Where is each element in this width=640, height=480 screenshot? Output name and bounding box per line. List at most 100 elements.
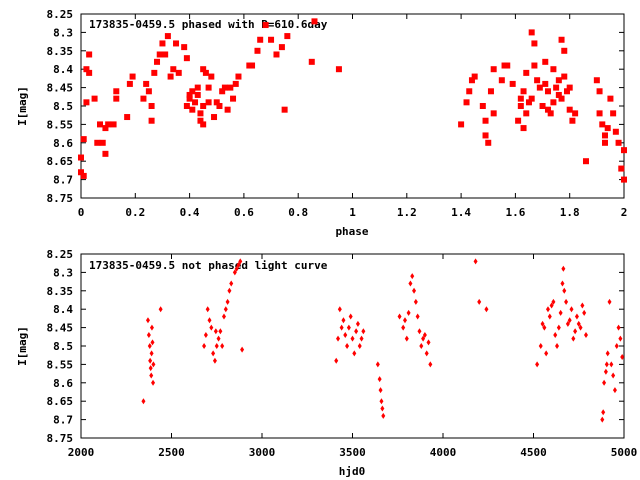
phased-data-point (520, 125, 527, 132)
phased-data-point (487, 88, 494, 95)
phased-data-point (335, 66, 342, 73)
unphased-data-point (229, 280, 234, 287)
phased-data-point (224, 106, 231, 113)
unphased-data-point (238, 258, 243, 265)
phased-x-tick-label: 0.6 (234, 206, 254, 219)
unphased-data-point (600, 416, 605, 423)
unphased-data-point (544, 350, 549, 357)
phased-y-tick-label: 8.45 (47, 82, 74, 95)
unphased-data-point (354, 328, 359, 335)
phased-data-point (268, 36, 275, 43)
unphased-data-point (580, 302, 585, 309)
phased-data-point (173, 40, 180, 47)
unphased-data-point (605, 350, 610, 357)
unphased-data-point (410, 273, 415, 280)
phased-data-point (202, 69, 209, 76)
phased-data-point (596, 110, 603, 117)
unphased-data-point (221, 313, 226, 320)
phased-x-tick-label: 1.8 (560, 206, 580, 219)
phased-data-point (197, 110, 204, 117)
phased-x-axis-label: phase (335, 225, 368, 238)
unphased-y-axis-label: I[mag] (16, 326, 29, 366)
unphased-data-point (141, 398, 146, 405)
unphased-y-tick-label: 8.25 (47, 248, 74, 261)
unphased-data-point (560, 280, 565, 287)
unphased-x-tick-label: 4500 (520, 446, 547, 459)
unphased-x-tick-label: 3500 (339, 446, 366, 459)
unphased-data-point (576, 320, 581, 327)
phased-data-point (607, 95, 614, 102)
unphased-data-point (582, 309, 587, 316)
unphased-data-point (214, 343, 219, 349)
unphased-y-tick-label: 8.65 (47, 395, 74, 408)
unphased-data-point (426, 339, 431, 346)
phased-data-point (129, 73, 136, 80)
unphased-data-point (424, 350, 429, 357)
unphased-data-point (603, 368, 608, 375)
phased-data-point (515, 117, 522, 124)
phased-data-point (230, 95, 237, 102)
phased-data-point (197, 117, 204, 124)
unphased-data-point (564, 298, 569, 305)
phased-data-point (143, 80, 150, 87)
phased-data-point (509, 80, 516, 87)
phased-light-curve-panel: 173835-0459.5 phased with P=610.6day pha… (16, 8, 627, 238)
unphased-data-point (236, 262, 241, 269)
unphased-data-point (355, 320, 360, 327)
phased-x-tick-label: 0 (78, 206, 85, 219)
unphased-data-point (379, 398, 384, 405)
unphased-data-point (350, 335, 355, 342)
phased-data-point (482, 117, 489, 124)
unphased-data-point (612, 387, 617, 394)
phased-data-point (113, 95, 120, 102)
phased-y-tick-label: 8.55 (47, 118, 74, 131)
unphased-data-point (352, 350, 357, 357)
unphased-data-point (339, 324, 344, 331)
phased-data-point (154, 58, 161, 65)
unphased-y-tick-label: 8.35 (47, 285, 74, 298)
unphased-data-point (225, 298, 230, 305)
phased-data-point (219, 88, 226, 95)
unphased-data-point (209, 324, 214, 331)
phased-data-point (83, 66, 90, 73)
phased-data-point (227, 84, 234, 91)
phased-data-point (189, 106, 196, 113)
unphased-data-point (538, 343, 543, 349)
phased-data-point (254, 47, 261, 54)
unphased-data-point (473, 258, 478, 265)
unphased-data-point (202, 343, 207, 349)
phased-data-point (547, 110, 554, 117)
unphased-data-point (149, 372, 154, 379)
unphased-y-tick-label: 8.3 (53, 266, 73, 279)
phased-data-point (542, 58, 549, 65)
phased-x-tick-label: 1 (349, 206, 356, 219)
phased-data-point (528, 29, 535, 36)
phased-data-point (555, 91, 562, 98)
phased-data-point (162, 51, 169, 58)
phased-data-point (621, 176, 627, 183)
unphased-y-tick-label: 8.75 (47, 432, 74, 445)
phased-data-point (534, 77, 541, 84)
phased-x-tick-label: 0.8 (288, 206, 308, 219)
phased-data-point (572, 110, 579, 117)
unphased-data-point (402, 317, 407, 324)
unphased-data-point (404, 335, 409, 342)
unphased-data-point (205, 306, 210, 313)
phased-data-point (213, 99, 220, 106)
unphased-data-point (602, 379, 607, 386)
unphased-data-point (216, 335, 221, 342)
unphased-data-point (620, 354, 625, 361)
phased-data-point (539, 103, 546, 109)
unphased-data-point (428, 361, 433, 368)
unphased-data-point (601, 409, 606, 416)
phased-data-point (164, 33, 171, 40)
phased-x-tick-label: 2 (621, 206, 628, 219)
unphased-data-point (573, 328, 578, 335)
unphased-data-point (337, 306, 342, 313)
phased-data-point (485, 139, 492, 146)
unphased-data-point (562, 287, 567, 294)
phased-data-point (599, 121, 606, 128)
unphased-plot-title: 173835-0459.5 not phased light curve (89, 259, 328, 272)
phased-data-point (504, 62, 511, 69)
unphased-data-point (218, 328, 223, 335)
